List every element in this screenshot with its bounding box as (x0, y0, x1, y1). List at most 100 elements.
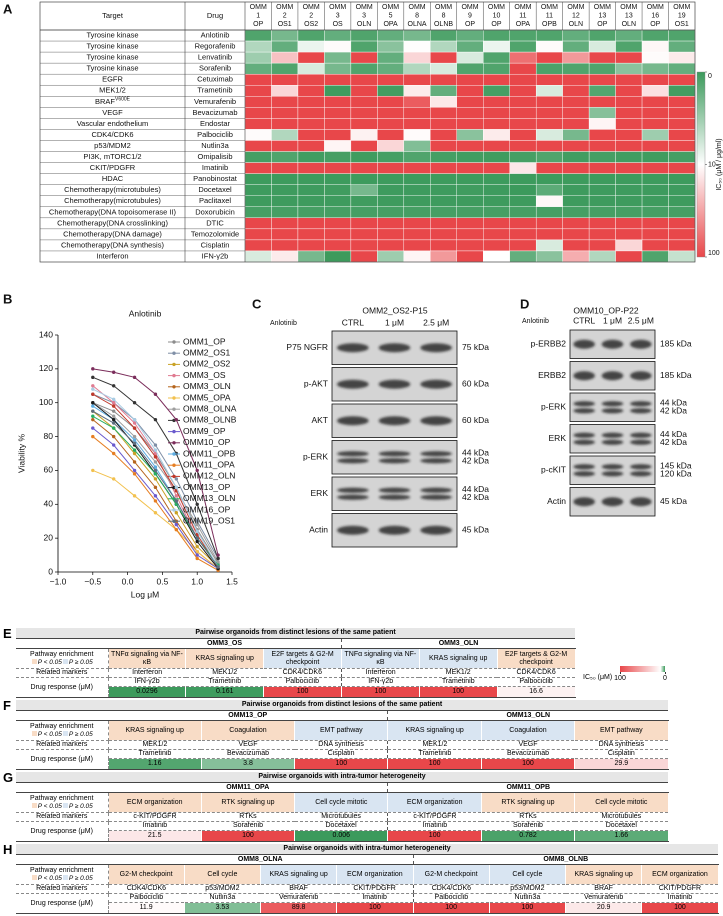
band (630, 401, 652, 407)
pathway-row: Pathway enrichment P < 0.05 P ≥ 0.05 TNFα s… (16, 648, 576, 669)
row-target: Interferon (96, 251, 128, 260)
chart-title: Anlotinib (129, 308, 162, 318)
data-point (91, 414, 95, 418)
data-point (91, 434, 95, 439)
data-point (111, 370, 116, 374)
legend-marker (172, 463, 176, 467)
data-point (174, 477, 179, 481)
heat-cell (350, 228, 378, 241)
heat-cell (244, 184, 272, 196)
heat-cell (641, 129, 669, 141)
heat-cell (588, 206, 616, 219)
heat-cell (350, 239, 378, 252)
heat-cell (350, 40, 378, 53)
heat-cell (350, 129, 378, 141)
band (378, 494, 411, 500)
heat-cell (641, 140, 669, 152)
pathway-cell: E2F targets & G2-M checkpoint (263, 648, 342, 669)
heat-cell (535, 195, 563, 207)
heat-cell (615, 29, 643, 42)
data-point (111, 434, 116, 439)
drug-cell: IFN-γ2b (340, 677, 420, 687)
pathway-cell: KRAS signaling up (387, 720, 482, 741)
heat-cell (324, 96, 352, 108)
heat-cell (350, 85, 378, 97)
data-point (174, 485, 179, 490)
legend-swatch (62, 875, 68, 881)
heat-cell (271, 162, 299, 174)
heat-cell (271, 129, 299, 141)
column-header: OMM (435, 4, 452, 11)
table-panel: E Pairwise organoids from distinct lesion… (0, 626, 723, 698)
data-point (153, 472, 158, 476)
heat-cell (641, 217, 669, 230)
size-label: 42 kDa (660, 437, 687, 447)
heat-cell (403, 184, 431, 196)
row-drug: Imatinib (202, 163, 228, 172)
heat-cell (324, 73, 352, 86)
heat-cell (562, 228, 590, 241)
table-title: Pairwise organoids with intra-tumor hete… (16, 844, 719, 855)
pathway-cell: RTK signaling up (481, 792, 576, 813)
heat-cell (456, 217, 484, 230)
column-header: OP (650, 21, 660, 28)
heat-cell (350, 62, 378, 75)
data-point (153, 494, 158, 498)
heat-cell (588, 62, 616, 75)
response-cell: 100 (294, 758, 389, 770)
heat-cell (430, 250, 457, 263)
drug-cell: Imatinib (108, 821, 202, 831)
heat-cell (377, 85, 405, 97)
legend-label: OMM3_OLN (183, 381, 231, 391)
data-point (132, 434, 137, 439)
treatment-label: Anlotinib (522, 318, 549, 325)
heat-cell (297, 29, 325, 42)
heat-cell (297, 239, 325, 252)
data-point (174, 494, 179, 498)
heat-cell (430, 85, 457, 97)
heat-cell (483, 129, 510, 141)
heat-cell (615, 195, 643, 207)
heat-cell (509, 96, 537, 108)
response-cell: 100 (336, 902, 414, 914)
row-drug: Omipalisib (197, 152, 232, 161)
column-header: OMM (620, 4, 637, 11)
heat-cell (377, 151, 405, 163)
heat-cell (297, 118, 325, 130)
response-table: Pairwise organoids with intra-tumor hete… (16, 844, 719, 914)
pathway-cell: ECM organization (641, 864, 719, 885)
heat-cell (377, 140, 405, 152)
heat-cell (641, 228, 669, 241)
protein-label: ERK (549, 433, 567, 443)
column-header: Target (102, 11, 124, 20)
heat-cell (588, 250, 616, 263)
data-point (174, 499, 179, 503)
data-point (174, 527, 179, 532)
data-point (91, 384, 95, 388)
column-header: OMM (276, 4, 293, 11)
protein-label: P75 NGFR (286, 342, 328, 352)
heat-cell (535, 162, 563, 174)
heat-cell (297, 250, 325, 263)
row-label-cell: Pathway enrichment P < 0.05 P ≥ 0.05 (16, 864, 109, 885)
heat-cell (271, 184, 299, 196)
heat-cell (350, 29, 378, 42)
legend-label: OMM8_OLNB (183, 415, 237, 425)
heat-cell (350, 217, 378, 230)
heat-cell (244, 85, 272, 97)
column-header: OMM (382, 4, 399, 11)
size-label: 44 kDa (462, 448, 489, 458)
heat-cell (297, 73, 325, 86)
scale-tick-label: 0 (663, 675, 667, 682)
empty-cell (16, 782, 108, 793)
heat-cell (668, 73, 696, 86)
title-row: Pairwise organoids with intra-tumor hete… (16, 772, 669, 783)
lane-label: 2.5 μM (423, 317, 449, 327)
heat-cell (350, 184, 378, 196)
heat-cell (456, 173, 484, 185)
heat-cell (271, 73, 299, 86)
heat-cell (403, 73, 431, 86)
pathway-cell: TNFα signaling via NF-κB (108, 648, 187, 669)
colorbar (696, 71, 706, 258)
heat-cell (509, 239, 537, 252)
